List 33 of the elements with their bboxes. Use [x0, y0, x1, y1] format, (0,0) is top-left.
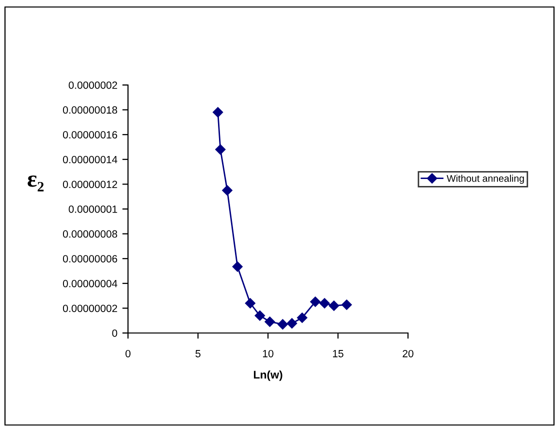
x-axis-title: Ln(w) [254, 370, 282, 381]
y-tick-label: 0.00000016 [62, 131, 118, 138]
y-tick-label: 0.00000002 [62, 304, 118, 312]
x-tick-label: 20 [402, 350, 414, 358]
legend-label: Without annealing [446, 174, 524, 184]
x-tick-label: 10 [263, 350, 274, 358]
y-tick-label: 0.00000014 [62, 156, 118, 164]
x-tick-label: 15 [333, 350, 344, 358]
point [297, 312, 308, 323]
y-tick-label: 0.00000004 [62, 280, 118, 288]
x-tick-label: 5 [196, 350, 200, 358]
point [245, 298, 256, 308]
point [278, 319, 288, 330]
point [212, 107, 223, 118]
point [232, 262, 243, 272]
point [222, 185, 232, 196]
y-tick-label: 0.00000006 [62, 255, 118, 262]
y-tick-label: 0.00000018 [62, 106, 118, 114]
y-axis-title: ε₂ [28, 175, 44, 192]
point [286, 318, 298, 328]
point [215, 144, 226, 155]
point [328, 300, 340, 311]
y-tick-label: 0.0000001 [68, 206, 118, 213]
point [342, 300, 352, 310]
y-tick-label: 0.0000002 [68, 82, 118, 89]
y-tick-label: 0.00000012 [62, 180, 118, 188]
point [254, 310, 265, 321]
y-tick-label: 0 [112, 330, 118, 337]
x-tick-label: 0 [126, 350, 130, 358]
point [310, 296, 320, 307]
y-tick-label: 0.00000008 [62, 230, 118, 238]
point [319, 298, 330, 308]
point [264, 316, 275, 327]
